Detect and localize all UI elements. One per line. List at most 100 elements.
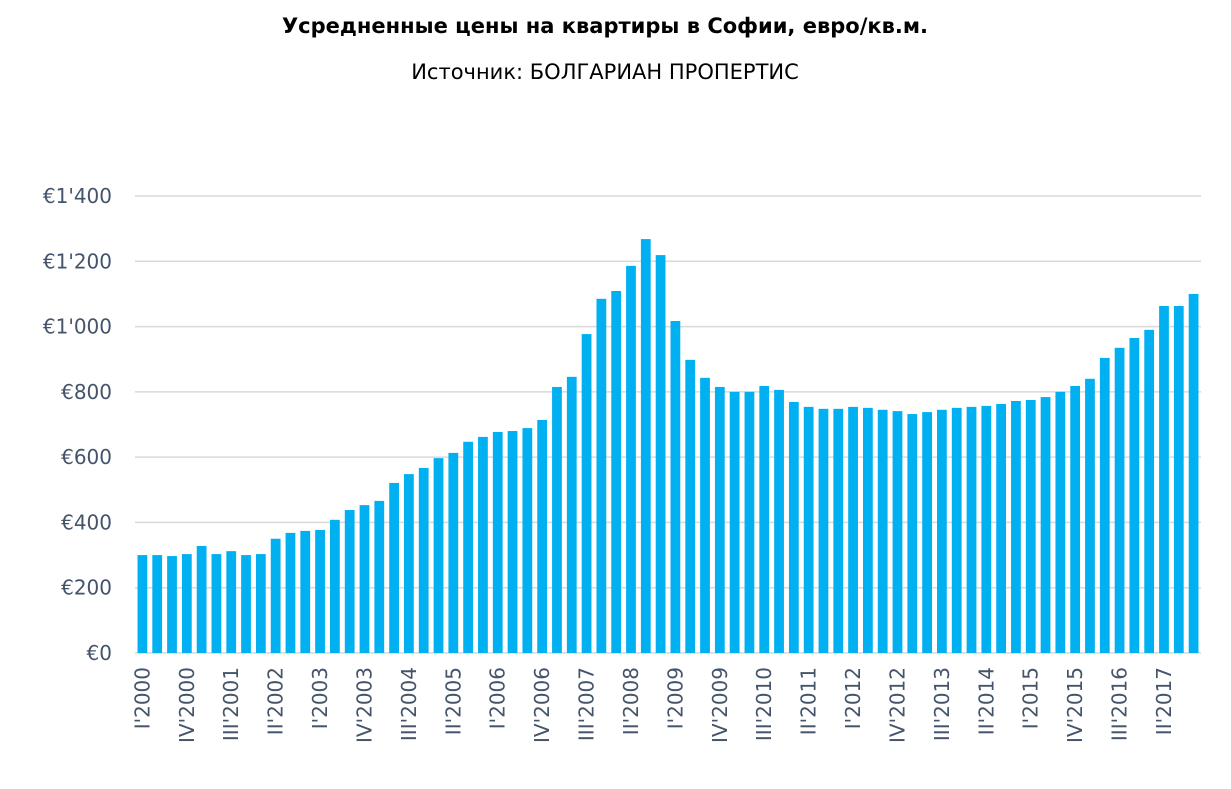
bar [788, 401, 799, 653]
bar [996, 403, 1007, 653]
x-tick-label: I'2012 [841, 667, 865, 729]
y-tick-label: €600 [61, 445, 112, 469]
bar [581, 334, 592, 653]
y-tick-label: €1'200 [43, 249, 112, 273]
bar [1129, 337, 1140, 653]
bar [759, 385, 770, 653]
bar [448, 452, 459, 653]
bar [537, 419, 548, 653]
bar [552, 386, 562, 653]
bar [966, 406, 977, 653]
x-tick-label: I'2015 [1019, 667, 1043, 729]
x-tick-label: III'2016 [1108, 667, 1132, 741]
bar [640, 239, 651, 654]
bar [226, 551, 237, 653]
bar [359, 505, 370, 653]
x-tick-label: III'2013 [930, 667, 954, 741]
bar [196, 545, 207, 653]
bar [1188, 293, 1199, 653]
x-tick-label: I'2003 [308, 667, 332, 729]
bar [181, 554, 192, 653]
bar [1011, 400, 1021, 653]
bar [1144, 329, 1155, 653]
bar [241, 555, 251, 653]
bar [433, 458, 444, 653]
y-tick-label: €1'400 [43, 184, 112, 208]
x-tick-label: IV'2003 [352, 667, 376, 743]
x-tick-label: IV'2006 [530, 667, 554, 743]
bar [937, 409, 947, 653]
bar [478, 436, 488, 653]
chart-subtitle: Источник: БОЛГАРИАН ПРОПЕРТИС [411, 60, 799, 84]
y-tick-label: €200 [61, 576, 112, 600]
x-tick-label: II'2014 [974, 667, 998, 735]
bar [211, 554, 222, 653]
bar [1099, 357, 1110, 653]
x-tick-label: III'2007 [575, 667, 599, 741]
bar [285, 532, 296, 653]
bar [892, 411, 903, 653]
bar [329, 519, 340, 653]
bar [152, 555, 163, 653]
bar [137, 555, 148, 653]
x-tick-label: II'2008 [619, 667, 643, 735]
x-tick-label: III'2004 [397, 667, 421, 741]
bar [862, 407, 873, 653]
bar [463, 441, 474, 653]
bar [404, 474, 414, 653]
y-tick-label: €800 [61, 380, 112, 404]
bar [522, 428, 533, 653]
bar [818, 408, 829, 653]
bar [685, 359, 696, 653]
bar [700, 377, 710, 653]
bar [1085, 378, 1095, 653]
bar [418, 467, 429, 653]
x-tick-label: IV'2015 [1063, 667, 1087, 743]
bar [167, 556, 177, 653]
bar [670, 321, 681, 653]
bar [492, 432, 503, 653]
x-tick-label: IV'2012 [885, 667, 909, 743]
bar [596, 298, 607, 653]
bar [744, 391, 755, 653]
bar [1173, 306, 1184, 653]
bar [1114, 347, 1125, 653]
x-tick-label: I'2006 [486, 667, 510, 729]
y-tick-label: €0 [87, 641, 112, 665]
bar [729, 391, 740, 653]
bar [907, 414, 918, 653]
x-tick-label: I'2009 [663, 667, 687, 729]
bar [626, 265, 636, 653]
bar [1159, 306, 1169, 653]
bar [922, 412, 932, 653]
bar [300, 530, 311, 653]
bar [315, 529, 325, 653]
x-tick-label: II'2002 [264, 667, 288, 735]
bar [774, 389, 784, 653]
bar [255, 554, 266, 653]
bar [803, 406, 814, 653]
x-tick-label: III'2010 [752, 667, 776, 741]
bar [1025, 400, 1036, 653]
bar [714, 386, 725, 653]
y-tick-label: €1'000 [43, 315, 112, 339]
bar [389, 482, 399, 653]
x-tick-label: II'2011 [797, 667, 821, 735]
x-tick-label: II'2017 [1152, 667, 1176, 735]
x-tick-label: IV'2000 [175, 667, 199, 743]
bar [374, 500, 385, 653]
x-tick-label: III'2001 [219, 667, 243, 741]
bar [833, 408, 844, 653]
bar [848, 406, 858, 653]
bar [507, 431, 518, 653]
bar [611, 290, 622, 653]
x-tick-label: IV'2009 [708, 667, 732, 743]
bar [1070, 385, 1081, 653]
bar [951, 407, 962, 653]
bar [270, 538, 281, 653]
y-tick-label: €400 [61, 510, 112, 534]
bar [1040, 397, 1051, 653]
chart-title: Усредненные цены на квартиры в Софии, ев… [281, 14, 929, 38]
bar [655, 255, 666, 654]
